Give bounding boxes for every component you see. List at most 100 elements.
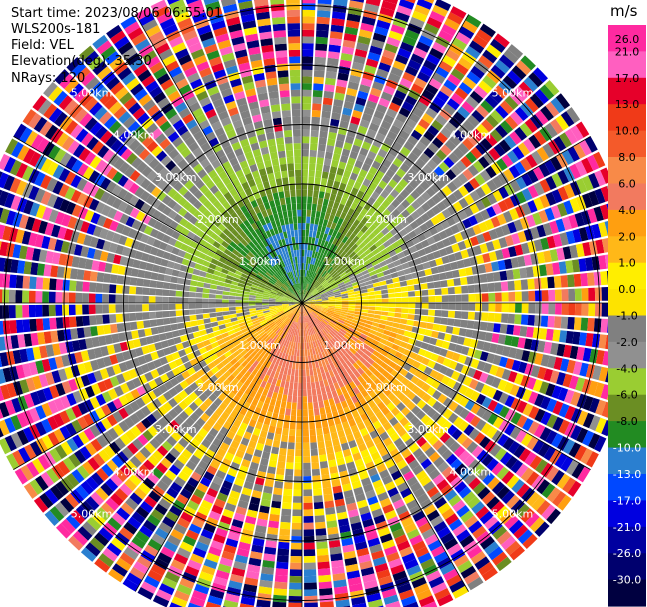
velocity-cell	[441, 449, 453, 461]
velocity-cell	[568, 214, 579, 229]
velocity-cell	[447, 412, 459, 424]
velocity-cell	[458, 354, 467, 364]
velocity-cell	[131, 330, 139, 339]
velocity-cell	[315, 210, 321, 219]
velocity-cell	[410, 189, 421, 200]
velocity-cell	[332, 237, 339, 245]
velocity-cell	[319, 380, 325, 388]
velocity-cell	[438, 248, 448, 257]
velocity-cell	[345, 412, 354, 421]
velocity-cell	[149, 311, 157, 319]
velocity-cell	[330, 431, 339, 440]
velocity-cell	[537, 442, 551, 458]
velocity-cell	[170, 276, 178, 284]
velocity-cell	[254, 392, 262, 401]
velocity-cell	[222, 307, 230, 312]
velocity-cell	[162, 282, 171, 290]
velocity-cell	[308, 169, 315, 177]
velocity-cell	[410, 53, 425, 65]
velocity-cell	[478, 80, 493, 94]
velocity-cell	[432, 250, 442, 259]
velocity-cell	[292, 502, 302, 510]
velocity-cell	[302, 303, 304, 310]
velocity-cell	[400, 189, 410, 199]
velocity-cell	[520, 242, 530, 255]
velocity-cell	[346, 502, 358, 512]
velocity-cell	[364, 248, 372, 256]
velocity-cell	[305, 322, 308, 330]
velocity-cell	[398, 323, 407, 330]
velocity-cell	[283, 421, 290, 429]
velocity-cell	[594, 170, 606, 187]
velocity-cell	[291, 522, 302, 530]
velocity-cell	[332, 11, 346, 20]
velocity-cell	[368, 303, 376, 307]
velocity-cell	[338, 394, 346, 403]
velocity-cell	[324, 192, 331, 200]
velocity-cell	[484, 219, 495, 230]
velocity-cell	[380, 315, 388, 321]
velocity-cell	[380, 55, 394, 66]
velocity-cell	[346, 329, 354, 336]
velocity-cell	[440, 280, 448, 288]
velocity-cell	[351, 319, 359, 325]
velocity-cell	[339, 182, 347, 191]
velocity-cell	[426, 209, 436, 219]
velocity-cell	[175, 303, 183, 310]
velocity-cell	[329, 354, 336, 363]
velocity-cell	[418, 595, 435, 607]
velocity-cell	[102, 304, 109, 314]
velocity-cell	[287, 448, 295, 457]
velocity-cell	[292, 362, 296, 370]
velocity-cell	[319, 594, 334, 603]
velocity-cell	[375, 306, 382, 311]
velocity-cell	[493, 143, 506, 157]
velocity-cell	[62, 316, 70, 329]
velocity-cell	[102, 314, 110, 324]
velocity-cell	[513, 444, 526, 459]
velocity-cell	[554, 452, 568, 469]
velocity-cell	[432, 390, 442, 400]
velocity-cell	[363, 9, 378, 20]
velocity-cell	[360, 566, 375, 577]
velocity-cell	[470, 236, 479, 247]
velocity-cell	[243, 431, 252, 440]
velocity-cell	[263, 374, 270, 383]
velocity-cell	[520, 279, 529, 290]
velocity-cell	[411, 385, 421, 395]
velocity-cell	[326, 324, 334, 330]
velocity-cell	[372, 200, 381, 210]
velocity-cell	[385, 244, 394, 253]
velocity-cell	[553, 357, 563, 371]
velocity-cell	[594, 303, 602, 317]
velocity-cell	[303, 289, 305, 297]
velocity-cell	[414, 4, 430, 16]
velocity-cell	[207, 595, 223, 606]
velocity-cell	[287, 368, 292, 376]
velocity-cell	[388, 249, 397, 257]
velocity-cell	[559, 232, 569, 246]
velocity-cell	[452, 213, 462, 224]
velocity-cell	[353, 138, 363, 147]
velocity-cell	[357, 421, 366, 431]
velocity-cell	[356, 249, 364, 257]
velocity-cell	[302, 169, 308, 177]
velocity-cell	[303, 456, 311, 463]
velocity-cell	[175, 297, 183, 303]
velocity-cell	[315, 299, 322, 302]
velocity-cell	[219, 557, 233, 567]
velocity-cell	[591, 256, 600, 271]
velocity-cell	[447, 12, 464, 25]
velocity-cell	[404, 95, 418, 106]
velocity-cell	[480, 422, 492, 435]
velocity-cell	[335, 505, 347, 514]
velocity-cell	[550, 205, 562, 219]
velocity-cell	[298, 316, 300, 323]
velocity-cell	[369, 382, 378, 391]
velocity-cell	[343, 322, 351, 327]
velocity-cell	[367, 332, 376, 339]
velocity-cell	[523, 138, 536, 153]
velocity-cell	[257, 415, 265, 424]
velocity-cell	[502, 75, 518, 90]
velocity-cell	[202, 298, 209, 303]
